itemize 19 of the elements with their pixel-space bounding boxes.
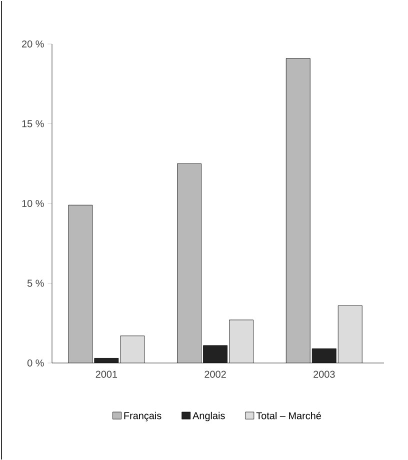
bar [286,58,310,363]
y-tick-label: 15 % [22,120,44,128]
bar [177,164,202,363]
legend-label: Anglais [192,412,225,422]
legend-label: Français [124,412,162,422]
legend-label: Total – Marché [256,412,321,420]
bar [120,336,144,363]
bar [203,345,228,363]
y-tick-label: 20 % [22,40,44,48]
y-tick-label: 0 % [27,359,44,367]
y-tick-label: 10 % [22,200,44,208]
x-tick-label: 2002 [204,370,226,378]
bar [338,305,362,363]
bar [312,348,336,363]
bar [229,320,254,363]
bar [68,205,92,363]
x-tick-label: 2001 [96,370,118,378]
y-tick-label: 5 % [27,280,44,287]
x-tick-label: 2003 [314,370,335,378]
